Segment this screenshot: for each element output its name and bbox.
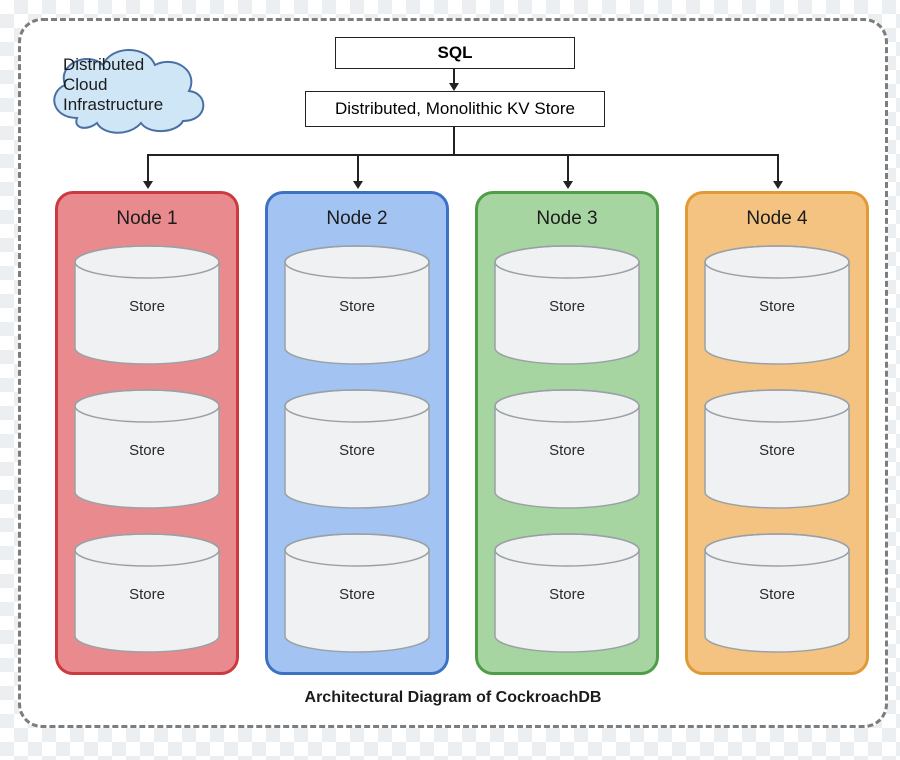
cloud-badge: Distributed Cloud Infrastructure xyxy=(37,33,217,143)
arrow-node-4 xyxy=(773,181,783,189)
drop-node-4 xyxy=(777,154,779,182)
store-label: Store xyxy=(702,586,852,603)
store-label: Store xyxy=(72,442,222,459)
arrow-node-2 xyxy=(353,181,363,189)
store-label: Store xyxy=(282,298,432,315)
node-title: Node 4 xyxy=(698,208,856,230)
store-cylinder: Store xyxy=(72,244,222,366)
store-cylinder: Store xyxy=(702,532,852,654)
store-label: Store xyxy=(282,442,432,459)
store-cylinder: Store xyxy=(492,244,642,366)
drop-node-3 xyxy=(567,154,569,182)
store-cylinder: Store xyxy=(282,532,432,654)
connector-kv-bus xyxy=(453,126,455,154)
kv-store-box: Distributed, Monolithic KV Store xyxy=(305,91,605,127)
node-title: Node 1 xyxy=(68,208,226,230)
store-cylinder: Store xyxy=(72,388,222,510)
drop-node-2 xyxy=(357,154,359,182)
store-cylinder: Store xyxy=(282,388,432,510)
node-title: Node 2 xyxy=(278,208,436,230)
store-label: Store xyxy=(492,586,642,603)
store-cylinder: Store xyxy=(492,388,642,510)
store-label: Store xyxy=(72,586,222,603)
store-cylinder: Store xyxy=(492,532,642,654)
node-4: Node 4 Store Store Store xyxy=(685,191,869,675)
store-label: Store xyxy=(492,298,642,315)
store-label: Store xyxy=(72,298,222,315)
kv-store-label: Distributed, Monolithic KV Store xyxy=(335,99,575,119)
arrow-node-1 xyxy=(143,181,153,189)
store-label: Store xyxy=(702,442,852,459)
diagram-caption: Architectural Diagram of CockroachDB xyxy=(21,689,885,707)
drop-node-1 xyxy=(147,154,149,182)
store-label: Store xyxy=(492,442,642,459)
arrow-node-3 xyxy=(563,181,573,189)
store-cylinder: Store xyxy=(702,388,852,510)
sql-box: SQL xyxy=(335,37,575,69)
store-cylinder: Store xyxy=(72,532,222,654)
store-label: Store xyxy=(282,586,432,603)
sql-label: SQL xyxy=(438,43,473,63)
node-1: Node 1 Store Store Store xyxy=(55,191,239,675)
node-2: Node 2 Store Store Store xyxy=(265,191,449,675)
node-3: Node 3 Store Store Store xyxy=(475,191,659,675)
store-cylinder: Store xyxy=(282,244,432,366)
store-label: Store xyxy=(702,298,852,315)
diagram-frame: Distributed Cloud Infrastructure SQL Dis… xyxy=(18,18,888,728)
store-cylinder: Store xyxy=(702,244,852,366)
node-title: Node 3 xyxy=(488,208,646,230)
arrow-sql-kv xyxy=(449,83,459,91)
bus-line xyxy=(147,154,777,156)
connector-sql-kv xyxy=(453,68,455,84)
cloud-label: Distributed Cloud Infrastructure xyxy=(63,55,163,115)
